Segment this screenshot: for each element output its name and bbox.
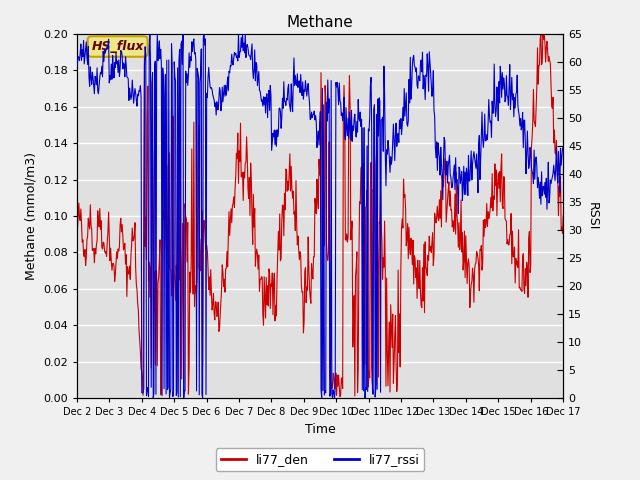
Text: HS_flux: HS_flux xyxy=(92,40,144,53)
Title: Methane: Methane xyxy=(287,15,353,30)
X-axis label: Time: Time xyxy=(305,423,335,436)
Legend: li77_den, li77_rssi: li77_den, li77_rssi xyxy=(216,448,424,471)
Y-axis label: RSSI: RSSI xyxy=(586,202,599,230)
Y-axis label: Methane (mmol/m3): Methane (mmol/m3) xyxy=(24,152,38,280)
